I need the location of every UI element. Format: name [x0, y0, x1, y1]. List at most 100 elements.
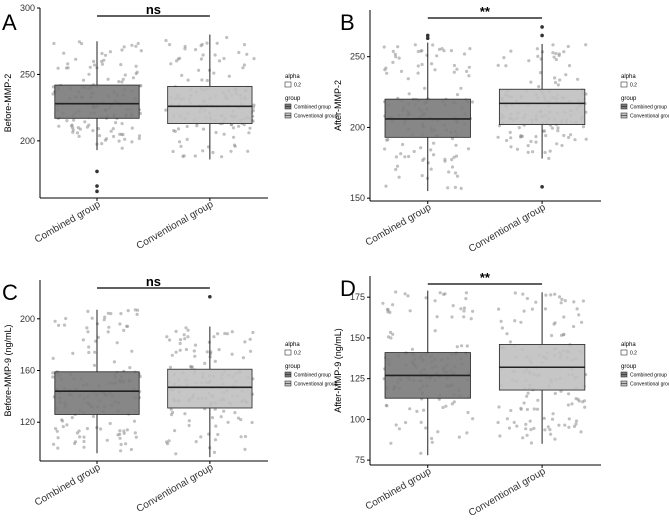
data-point: [529, 428, 533, 432]
data-point: [542, 129, 547, 133]
data-point: [120, 122, 124, 126]
data-point: [54, 427, 58, 431]
significance-label: **: [480, 4, 491, 19]
data-point: [388, 330, 393, 334]
data-point: [183, 412, 187, 416]
x-tick-label: Combined group: [33, 199, 103, 246]
data-point: [119, 63, 123, 67]
x-tick-label: Conventional group: [467, 202, 548, 255]
data-point: [108, 421, 112, 426]
data-point: [399, 69, 404, 73]
data-point: [192, 349, 196, 353]
data-point: [410, 347, 414, 351]
data-point: [513, 319, 517, 323]
data-point: [103, 138, 107, 142]
data-point: [505, 138, 509, 143]
data-point: [573, 138, 577, 142]
data-point: [505, 332, 509, 336]
data-point: [543, 307, 548, 311]
data-point: [384, 184, 388, 188]
data-point: [471, 309, 475, 313]
data-point: [232, 135, 236, 139]
data-point: [563, 299, 567, 303]
data-point: [532, 407, 536, 411]
data-point: [548, 428, 552, 432]
data-point: [70, 416, 74, 420]
legend-alpha-value: 0.2: [294, 351, 301, 357]
data-point: [562, 50, 566, 54]
data-point: [128, 366, 132, 370]
data-point: [551, 412, 555, 416]
data-point: [436, 430, 440, 434]
data-point: [497, 405, 501, 409]
data-point: [178, 338, 183, 342]
data-point: [394, 290, 398, 294]
data-point: [504, 64, 508, 68]
x-tick-label: Combined group: [364, 202, 434, 249]
data-point: [391, 332, 395, 336]
data-point: [115, 341, 119, 345]
data-point: [497, 124, 502, 128]
data-point: [71, 130, 75, 134]
data-point: [407, 92, 411, 96]
data-point: [450, 315, 454, 319]
data-point: [509, 145, 513, 149]
data-point: [397, 427, 401, 431]
legend-alpha-key: [620, 81, 628, 88]
data-point: [62, 51, 66, 55]
data-point: [557, 295, 562, 299]
data-point: [397, 175, 401, 179]
data-point: [182, 154, 186, 158]
data-point: [389, 336, 393, 340]
data-point: [534, 135, 538, 139]
data-point: [237, 124, 241, 128]
data-point: [80, 42, 84, 46]
data-point: [223, 331, 227, 336]
data-point: [386, 335, 391, 339]
data-point: [557, 423, 561, 427]
data-point: [509, 408, 513, 413]
data-point: [391, 303, 395, 307]
data-point: [125, 428, 129, 432]
box-conventional: [167, 85, 253, 124]
data-point: [138, 111, 142, 116]
data-point: [201, 127, 206, 131]
data-point: [529, 441, 534, 445]
data-point: [542, 416, 546, 420]
data-point: [429, 148, 433, 152]
data-point: [536, 54, 540, 59]
data-point: [393, 52, 397, 56]
data-point: [96, 335, 100, 339]
data-point: [190, 365, 194, 369]
y-tick-label: 250: [20, 69, 35, 79]
data-point: [550, 417, 555, 421]
data-point: [135, 70, 139, 74]
data-point: [572, 324, 576, 329]
y-tick-label: 100: [350, 414, 365, 424]
data-point: [197, 68, 201, 72]
data-point: [457, 435, 461, 439]
data-point: [51, 92, 55, 96]
data-point: [435, 315, 439, 319]
data-point: [433, 299, 437, 303]
data-point: [225, 35, 229, 40]
data-point: [178, 140, 182, 144]
panel-label: C: [2, 280, 18, 305]
data-point: [206, 145, 211, 149]
data-point: [559, 301, 563, 305]
outlier-point: [425, 33, 430, 38]
data-point: [577, 313, 581, 317]
data-point: [386, 308, 390, 312]
data-point: [583, 405, 587, 409]
data-point: [111, 127, 115, 131]
data-point: [222, 132, 226, 136]
data-point: [552, 322, 556, 326]
data-point: [107, 325, 111, 329]
data-point: [559, 389, 563, 393]
legend-group-title: group: [285, 364, 301, 370]
legend-group-label: Conventional group: [294, 382, 338, 388]
data-point: [73, 441, 77, 446]
data-point: [217, 348, 221, 352]
data-point: [120, 48, 124, 52]
data-point: [470, 100, 474, 104]
